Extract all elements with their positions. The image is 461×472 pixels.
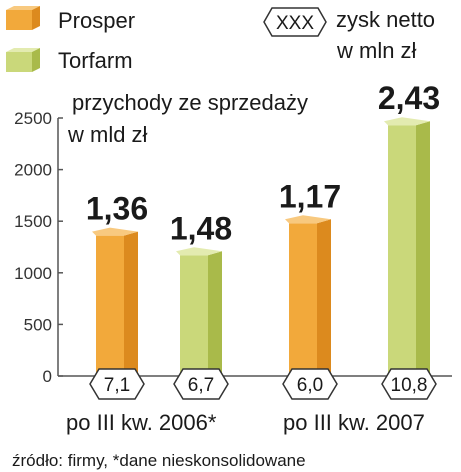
y-tick-label: 2000 [14, 161, 52, 180]
profit-badge-value: 6,7 [188, 375, 214, 396]
bar-side [208, 251, 222, 376]
badge-key-description-line2: w mln zł [336, 38, 417, 63]
y-tick-label: 1000 [14, 264, 52, 283]
profit-badge-value: 7,1 [104, 375, 130, 396]
profit-badge-frame [381, 368, 437, 400]
bar-value-label: 1,17 [279, 178, 341, 214]
bar-top [384, 117, 430, 126]
y-tick-label: 500 [24, 315, 52, 334]
profit-badge: 7,1 [89, 368, 145, 400]
y-axis-title: przychody ze sprzedaży [72, 90, 308, 115]
badge-key-description: zysk netto [336, 7, 435, 32]
bar-front [96, 235, 124, 376]
bar-top [285, 215, 331, 224]
legend-torfarm-swatch [6, 48, 40, 72]
source-note: źródło: firmy, *dane nieskonsolidowane [12, 451, 306, 470]
bars: 1,36 1,17 1,48 2,43 [86, 80, 440, 376]
legend-prosper-swatch [6, 6, 40, 30]
bar-top [176, 247, 222, 256]
profit-badge: 6,7 [173, 368, 229, 400]
bar-prosper-0: 1,36 [86, 191, 148, 376]
y-tick-label: 0 [43, 367, 52, 386]
profit-badge-key: XXX [263, 7, 327, 37]
legend: Prosper Torfarm XXX zysk netto w mln zł [6, 6, 435, 73]
profit-badge-frame [173, 368, 229, 400]
bar-front [289, 223, 317, 376]
legend-torfarm-label: Torfarm [58, 48, 133, 73]
bar-front [180, 255, 208, 376]
profit-badge-frame [89, 368, 145, 400]
bar-side [124, 231, 138, 376]
y-tick-label: 2500 [14, 109, 52, 128]
bar-side [317, 219, 331, 376]
category-label-2007: po III kw. 2007 [283, 410, 425, 435]
profit-badge-frame [282, 368, 338, 400]
bar-value-label: 2,43 [378, 80, 440, 116]
profit-badge-value: 10,8 [391, 375, 428, 396]
profit-badge-value: 6,0 [297, 375, 323, 396]
bar-prosper-1: 1,17 [279, 178, 341, 376]
y-axis-title-line2: w mld zł [67, 122, 148, 147]
bar-torfarm-1: 2,43 [378, 80, 440, 376]
bar-value-label: 1,48 [170, 210, 232, 246]
badge-key-symbol: XXX [276, 13, 314, 34]
category-label-2006: po III kw. 2006* [66, 410, 217, 435]
legend-prosper-label: Prosper [58, 8, 135, 33]
profit-badge: 10,8 [381, 368, 437, 400]
y-axis-ticks: 0 500 1000 1500 2000 2500 [14, 109, 63, 386]
y-tick-label: 1500 [14, 212, 52, 231]
bar-torfarm-0: 1,48 [170, 210, 232, 376]
bar-value-label: 1,36 [86, 191, 148, 227]
bar-side [416, 121, 430, 376]
bar-top [92, 227, 138, 236]
profit-badge: 6,0 [282, 368, 338, 400]
profit-badges: 7,1 6,0 6,7 10,8 [89, 368, 437, 400]
bar-front [388, 125, 416, 376]
